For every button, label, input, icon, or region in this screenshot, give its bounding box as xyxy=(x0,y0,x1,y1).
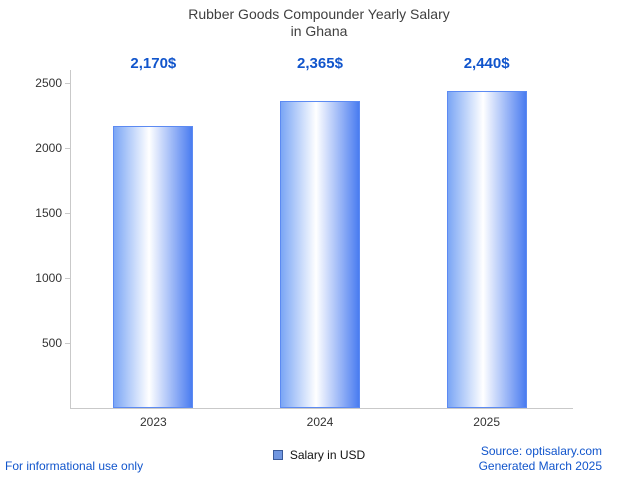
y-tick-label: 1500 xyxy=(35,206,62,220)
y-tick-mark xyxy=(65,83,70,84)
y-tick-label: 500 xyxy=(41,336,62,350)
y-tick-label: 2000 xyxy=(35,141,62,155)
source-link[interactable]: Source: optisalary.com xyxy=(480,444,602,458)
x-axis xyxy=(70,408,573,409)
legend-label: Salary in USD xyxy=(289,448,366,462)
y-tick-mark xyxy=(65,343,70,344)
bar-value-label: 2,440$ xyxy=(463,55,510,72)
y-tick-label: 1000 xyxy=(35,271,62,285)
chart-title-line1: Rubber Goods Compounder Yearly Salary xyxy=(188,6,450,22)
y-axis xyxy=(70,70,71,408)
x-category-label: 2024 xyxy=(306,415,334,429)
legend-swatch-icon xyxy=(272,450,283,460)
chart-title-line2: in Ghana xyxy=(290,23,348,39)
bar-2023 xyxy=(113,125,194,408)
chart-title: Rubber Goods Compounder Yearly Salary in… xyxy=(0,6,638,40)
y-tick-label: 2500 xyxy=(35,76,62,90)
disclaimer-text: For informational use only xyxy=(5,459,144,473)
legend: Salary in USD xyxy=(0,448,638,462)
bar-2024 xyxy=(280,100,360,408)
bar-2025 xyxy=(446,90,527,408)
y-tick-mark xyxy=(65,148,70,149)
bar-value-label: 2,170$ xyxy=(130,55,177,72)
x-category-label: 2023 xyxy=(139,415,167,429)
x-category-label: 2025 xyxy=(473,415,500,429)
bar-value-label: 2,365$ xyxy=(297,55,343,72)
source-credit: Source: optisalary.com Generated March 2… xyxy=(479,444,602,474)
generated-date: Generated March 2025 xyxy=(478,459,602,473)
y-tick-mark xyxy=(65,213,70,214)
y-tick-mark xyxy=(65,278,70,279)
